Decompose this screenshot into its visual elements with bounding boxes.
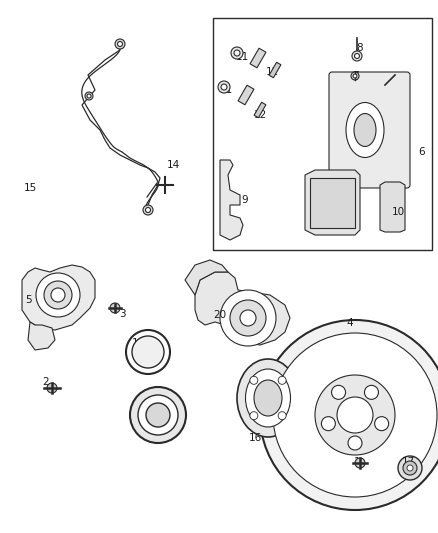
Ellipse shape bbox=[346, 102, 384, 157]
Polygon shape bbox=[28, 322, 55, 350]
Circle shape bbox=[364, 385, 378, 399]
Text: 17: 17 bbox=[401, 457, 415, 467]
Circle shape bbox=[234, 50, 240, 56]
Text: 12: 12 bbox=[265, 67, 279, 77]
Text: 13: 13 bbox=[313, 207, 327, 217]
Text: 10: 10 bbox=[392, 207, 405, 217]
Circle shape bbox=[221, 84, 227, 90]
Text: 5: 5 bbox=[25, 295, 31, 305]
Circle shape bbox=[220, 290, 276, 346]
Text: 2: 2 bbox=[42, 377, 49, 387]
Polygon shape bbox=[380, 182, 405, 232]
Circle shape bbox=[85, 92, 93, 100]
Circle shape bbox=[218, 81, 230, 93]
Text: 1: 1 bbox=[354, 457, 360, 467]
Bar bbox=[238, 85, 254, 105]
Circle shape bbox=[353, 74, 357, 78]
Circle shape bbox=[47, 383, 57, 393]
Circle shape bbox=[273, 333, 437, 497]
Text: 9: 9 bbox=[242, 195, 248, 205]
Ellipse shape bbox=[254, 380, 282, 416]
Ellipse shape bbox=[246, 369, 290, 427]
Circle shape bbox=[145, 207, 151, 213]
Text: 4: 4 bbox=[347, 318, 353, 328]
Polygon shape bbox=[195, 272, 290, 345]
Bar bbox=[213, 18, 432, 250]
Circle shape bbox=[407, 465, 413, 471]
Circle shape bbox=[115, 39, 125, 49]
Circle shape bbox=[355, 458, 365, 468]
Circle shape bbox=[230, 300, 266, 336]
Text: 14: 14 bbox=[166, 160, 180, 170]
Text: 6: 6 bbox=[419, 147, 425, 157]
Circle shape bbox=[337, 397, 373, 433]
Circle shape bbox=[143, 205, 153, 215]
Circle shape bbox=[332, 385, 346, 399]
Text: 18: 18 bbox=[131, 338, 145, 348]
Ellipse shape bbox=[237, 359, 299, 437]
Circle shape bbox=[278, 411, 286, 419]
Bar bbox=[250, 48, 266, 68]
Text: 20: 20 bbox=[213, 310, 226, 320]
Circle shape bbox=[110, 303, 120, 313]
Circle shape bbox=[231, 47, 243, 59]
Bar bbox=[269, 62, 281, 78]
Circle shape bbox=[36, 273, 80, 317]
Text: 12: 12 bbox=[253, 110, 267, 120]
Circle shape bbox=[354, 53, 360, 59]
Text: 7: 7 bbox=[352, 71, 358, 81]
Circle shape bbox=[132, 336, 164, 368]
Circle shape bbox=[126, 330, 170, 374]
Polygon shape bbox=[310, 178, 355, 228]
Circle shape bbox=[403, 461, 417, 475]
Circle shape bbox=[240, 310, 256, 326]
Circle shape bbox=[250, 411, 258, 419]
Circle shape bbox=[260, 320, 438, 510]
Text: 19: 19 bbox=[141, 403, 155, 413]
Text: 15: 15 bbox=[23, 183, 37, 193]
Bar bbox=[254, 102, 266, 118]
Circle shape bbox=[130, 387, 186, 443]
Text: 8: 8 bbox=[357, 43, 363, 53]
Circle shape bbox=[87, 94, 91, 98]
Text: 11: 11 bbox=[235, 52, 249, 62]
Polygon shape bbox=[220, 160, 243, 240]
Circle shape bbox=[44, 281, 72, 309]
Text: 3: 3 bbox=[119, 309, 125, 319]
Circle shape bbox=[398, 456, 422, 480]
Circle shape bbox=[146, 403, 170, 427]
Circle shape bbox=[321, 417, 336, 431]
Text: 11: 11 bbox=[219, 85, 233, 95]
Circle shape bbox=[117, 42, 123, 46]
Polygon shape bbox=[22, 265, 95, 330]
Circle shape bbox=[250, 376, 258, 384]
Circle shape bbox=[374, 417, 389, 431]
Text: 16: 16 bbox=[248, 433, 261, 443]
Circle shape bbox=[51, 288, 65, 302]
FancyBboxPatch shape bbox=[329, 72, 410, 188]
Circle shape bbox=[278, 376, 286, 384]
Circle shape bbox=[138, 395, 178, 435]
Circle shape bbox=[348, 436, 362, 450]
Circle shape bbox=[315, 375, 395, 455]
Polygon shape bbox=[185, 260, 228, 295]
Circle shape bbox=[351, 72, 359, 80]
Polygon shape bbox=[305, 170, 360, 235]
Circle shape bbox=[352, 51, 362, 61]
Ellipse shape bbox=[354, 114, 376, 147]
